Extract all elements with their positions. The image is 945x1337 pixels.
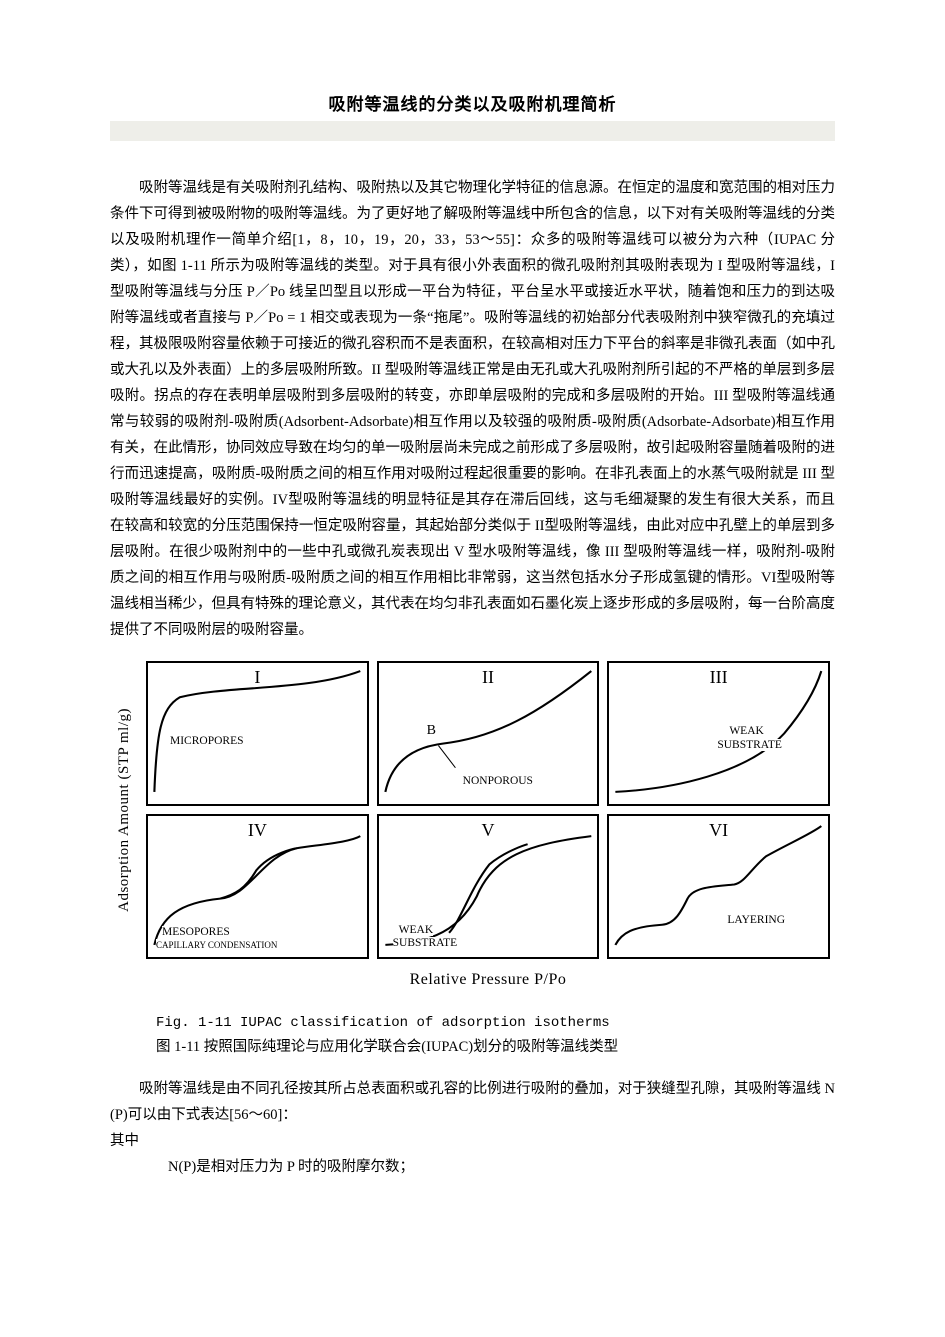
pointer-II [438, 746, 455, 768]
x-axis-label: Relative Pressure P/Po [410, 971, 567, 989]
y-axis-label: Adsorption Amount (STP ml/g) [116, 708, 133, 912]
isotherm-panel-I: I MICROPORES [146, 661, 369, 806]
isotherm-panel-V: V WEAK SUBSTRATE [377, 814, 600, 959]
panel-tag-V-line1: WEAK [399, 924, 434, 936]
panel-extra-label-B: B [427, 725, 436, 737]
after-paragraph: 吸附等温线是由不同孔径按其所占总表面积或孔容的比例进行吸附的叠加，对于狭缝型孔隙… [110, 1076, 835, 1128]
chart-grid: Adsorption Amount (STP ml/g) I MICROPORE… [110, 661, 830, 993]
isotherm-panel-IV: IV MESOPORES CAPILLARY CONDENSATION [146, 814, 369, 959]
panel-tag-III-line1: WEAK [729, 725, 764, 737]
figure-caption-en: Fig. 1-11 IUPAC classification of adsorp… [156, 1015, 830, 1031]
figure-caption-zh: 图 1-11 按照国际纯理论与应用化学联合会(IUPAC)划分的吸附等温线类型 [156, 1035, 830, 1056]
isotherm-panel-VI: VI LAYERING [607, 814, 830, 959]
panel-svg-I [148, 663, 367, 804]
curve-I [154, 671, 360, 792]
title-bar [110, 121, 835, 141]
after-line-2: 其中 [110, 1128, 835, 1154]
panel-tag-VI: LAYERING [727, 914, 785, 926]
panel-tag-III-line2: SUBSTRATE [717, 739, 782, 751]
panel-tag-IV-line2: CAPILLARY CONDENSATION [156, 939, 277, 951]
after-line-3: N(P)是相对压力为 P 时的吸附摩尔数； [110, 1154, 835, 1180]
panel-tag-I: MICROPORES [170, 735, 244, 747]
curve-II [385, 671, 591, 792]
document-title: 吸附等温线的分类以及吸附机理简析 [110, 90, 835, 115]
curve-VI [616, 826, 822, 945]
panel-tag-II: NONPOROUS [463, 775, 533, 787]
panel-tag-V-line2: SUBSTRATE [393, 937, 458, 949]
curve-III [616, 671, 822, 792]
y-axis-cell: Adsorption Amount (STP ml/g) [110, 661, 138, 959]
panel-svg-VI [609, 816, 828, 957]
isotherm-panel-II: II B NONPOROUS [377, 661, 600, 806]
x-axis-cell: Relative Pressure P/Po [146, 967, 830, 993]
panel-svg-III [609, 663, 828, 804]
isotherm-panel-III: III WEAK SUBSTRATE [607, 661, 830, 806]
figure-1-11: Adsorption Amount (STP ml/g) I MICROPORE… [110, 661, 830, 1056]
document-page: 吸附等温线的分类以及吸附机理简析 吸附等温线是有关吸附剂孔结构、吸附热以及其它物… [0, 0, 945, 1337]
body-paragraph: 吸附等温线是有关吸附剂孔结构、吸附热以及其它物理化学特征的信息源。在恒定的温度和… [110, 175, 835, 643]
panel-tag-IV-line1: MESOPORES [162, 926, 230, 938]
